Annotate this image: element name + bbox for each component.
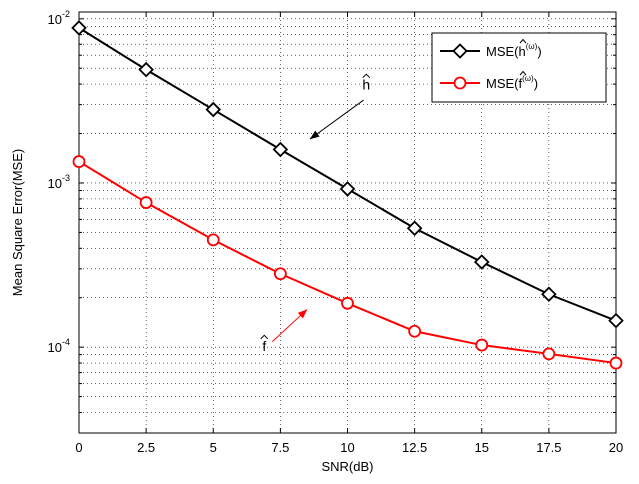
annotation-arrow-head: [297, 309, 308, 319]
data-point: [339, 181, 356, 197]
legend: MSE(h(ω)) MSE(f(ω)): [431, 32, 607, 103]
data-point: [541, 286, 557, 303]
annotation-label: f: [262, 338, 266, 354]
x-tick-label: 17.5: [536, 440, 561, 455]
data-point: [206, 233, 220, 247]
data-point: [72, 155, 86, 168]
data-point: [475, 338, 489, 352]
x-tick-label: 10: [340, 440, 354, 455]
data-point: [205, 101, 222, 118]
annotations: hf: [260, 73, 371, 354]
legend-marker: [452, 43, 468, 59]
x-tick-label: 15: [475, 440, 489, 455]
data-point: [609, 356, 623, 370]
series-layer: [71, 20, 624, 370]
axis-ticks: 0 2.5 5 7.5 10 12.5 15 17.5 20 10-4 10-3 10-2: [48, 9, 624, 455]
x-tick-label: 7.5: [271, 440, 289, 455]
annotation-label: h: [362, 77, 370, 93]
x-axis-label: SNR(dB): [321, 459, 373, 474]
y-axis-label: Mean Square Error(MSE): [10, 149, 25, 296]
data-point: [139, 196, 153, 209]
y-tick-label: 10-2: [48, 9, 70, 27]
y-tick-label: 10-4: [48, 337, 70, 355]
data-point: [406, 220, 423, 237]
data-point: [408, 324, 422, 338]
legend-label: MSE(f(ω)): [486, 74, 538, 91]
data-point: [273, 267, 287, 281]
hat-accent: [362, 73, 371, 79]
hat-accent: [519, 70, 527, 76]
hat-accent: [260, 334, 269, 340]
data-point: [71, 20, 87, 36]
data-point: [341, 296, 354, 310]
x-tick-label: 2.5: [137, 440, 155, 455]
x-tick-label: 20: [609, 440, 623, 455]
legend-label: MSE(h(ω)): [486, 42, 542, 59]
x-tick-label: 0: [75, 440, 82, 455]
annotation-arrow-head: [309, 130, 320, 140]
hat-accent: [519, 38, 527, 44]
y-tick-label: 10-3: [48, 173, 70, 191]
data-point: [138, 61, 154, 78]
x-tick-label: 5: [210, 440, 217, 455]
annotation-arrow-line: [309, 99, 364, 140]
data-point: [542, 347, 556, 361]
legend-marker: [453, 76, 467, 90]
data-point: [608, 312, 624, 329]
data-point: [473, 254, 490, 270]
data-point: [272, 141, 289, 158]
x-tick-label: 12.5: [402, 440, 427, 455]
